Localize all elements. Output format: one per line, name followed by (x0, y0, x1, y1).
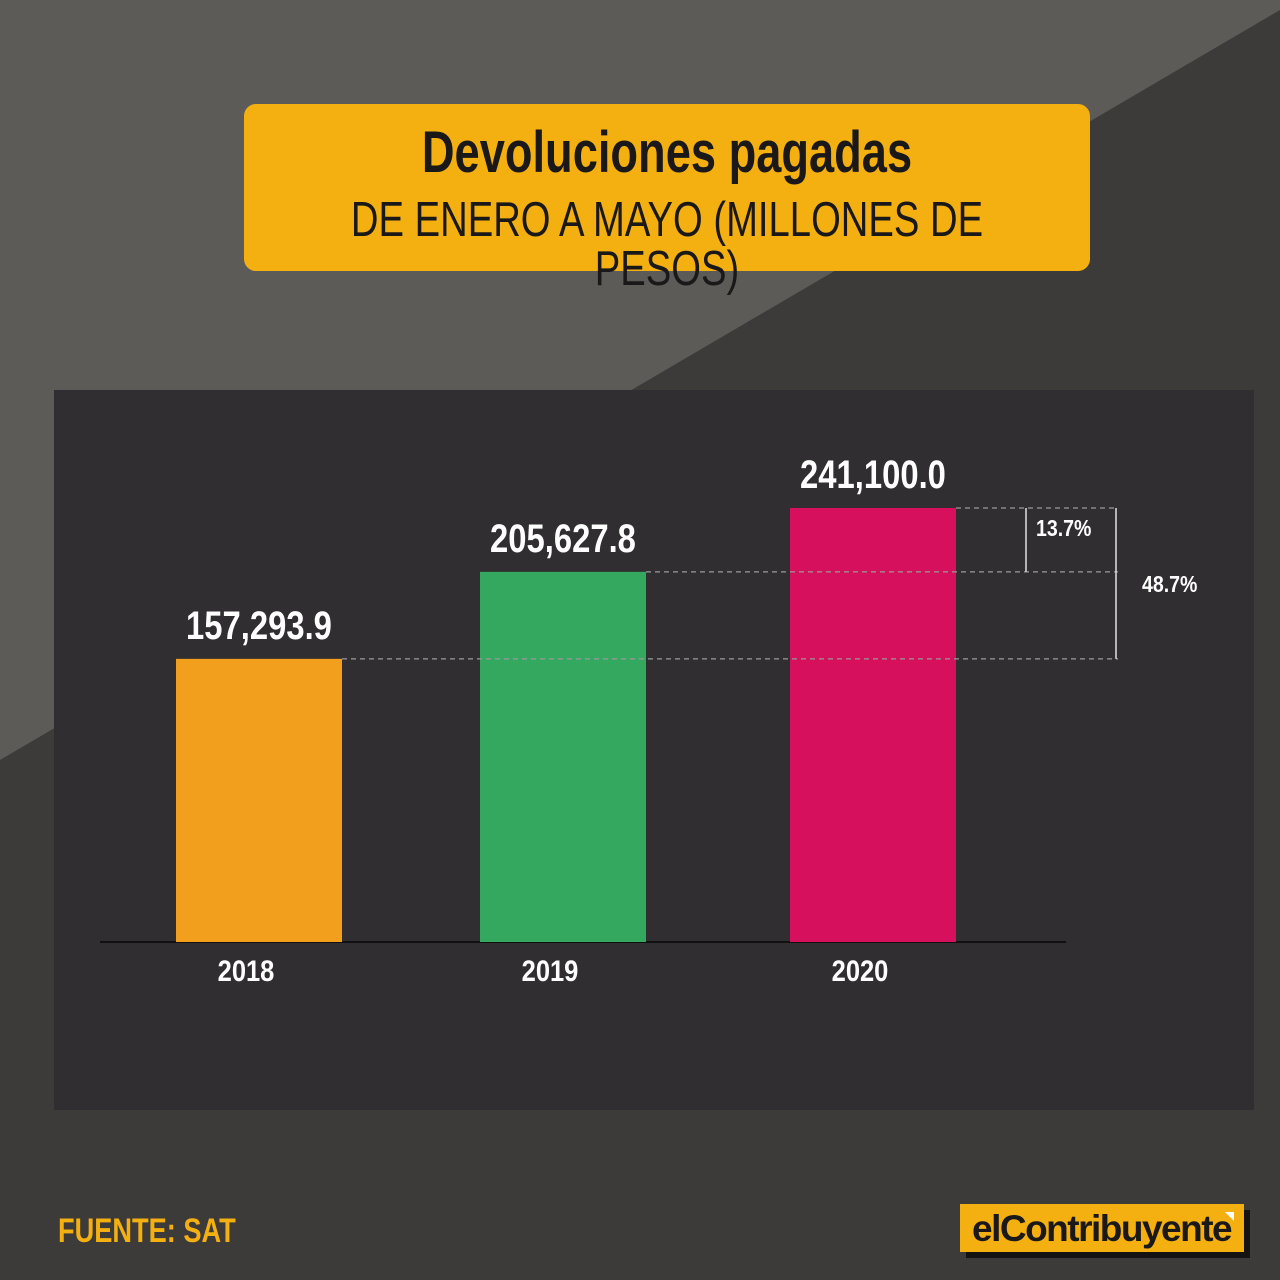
chart-panel: 157,293.9 2018 205,627.8 2019 241,100.0 2020 1… (54, 390, 1254, 1110)
data-label-2020: 241,100.0 (800, 452, 946, 497)
x-tick-label-2020: 2020 (832, 954, 889, 987)
annotation-48-7: 48.7% (1142, 571, 1197, 597)
source-label: FUENTE: SAT (58, 1212, 236, 1250)
annotation-13-7: 13.7% (1036, 516, 1091, 542)
bar-2020 (790, 508, 956, 942)
bar-2019 (480, 571, 646, 942)
bar-2018 (176, 658, 342, 942)
data-label-2019: 205,627.8 (490, 516, 636, 561)
chart-subtitle: DE ENERO A MAYO (MILLONES DE PESOS) (350, 193, 984, 296)
brand-logo-box: elContribuyente (960, 1204, 1244, 1252)
x-tick-label-2018: 2018 (218, 954, 275, 987)
bar-chart: 157,293.9 2018 205,627.8 2019 241,100.0 2020 1… (100, 452, 1197, 987)
brand-corner-icon (1225, 1212, 1234, 1221)
data-label-2018: 157,293.9 (186, 603, 332, 648)
brand-logo: elContribuyente (960, 1204, 1252, 1258)
x-tick-label-2019: 2019 (522, 954, 579, 987)
chart-title: Devoluciones pagadas (421, 120, 913, 185)
brand-logo-text: elContribuyente (972, 1208, 1233, 1249)
title-banner: Devoluciones pagadas DE ENERO A MAYO (MI… (244, 104, 1090, 294)
